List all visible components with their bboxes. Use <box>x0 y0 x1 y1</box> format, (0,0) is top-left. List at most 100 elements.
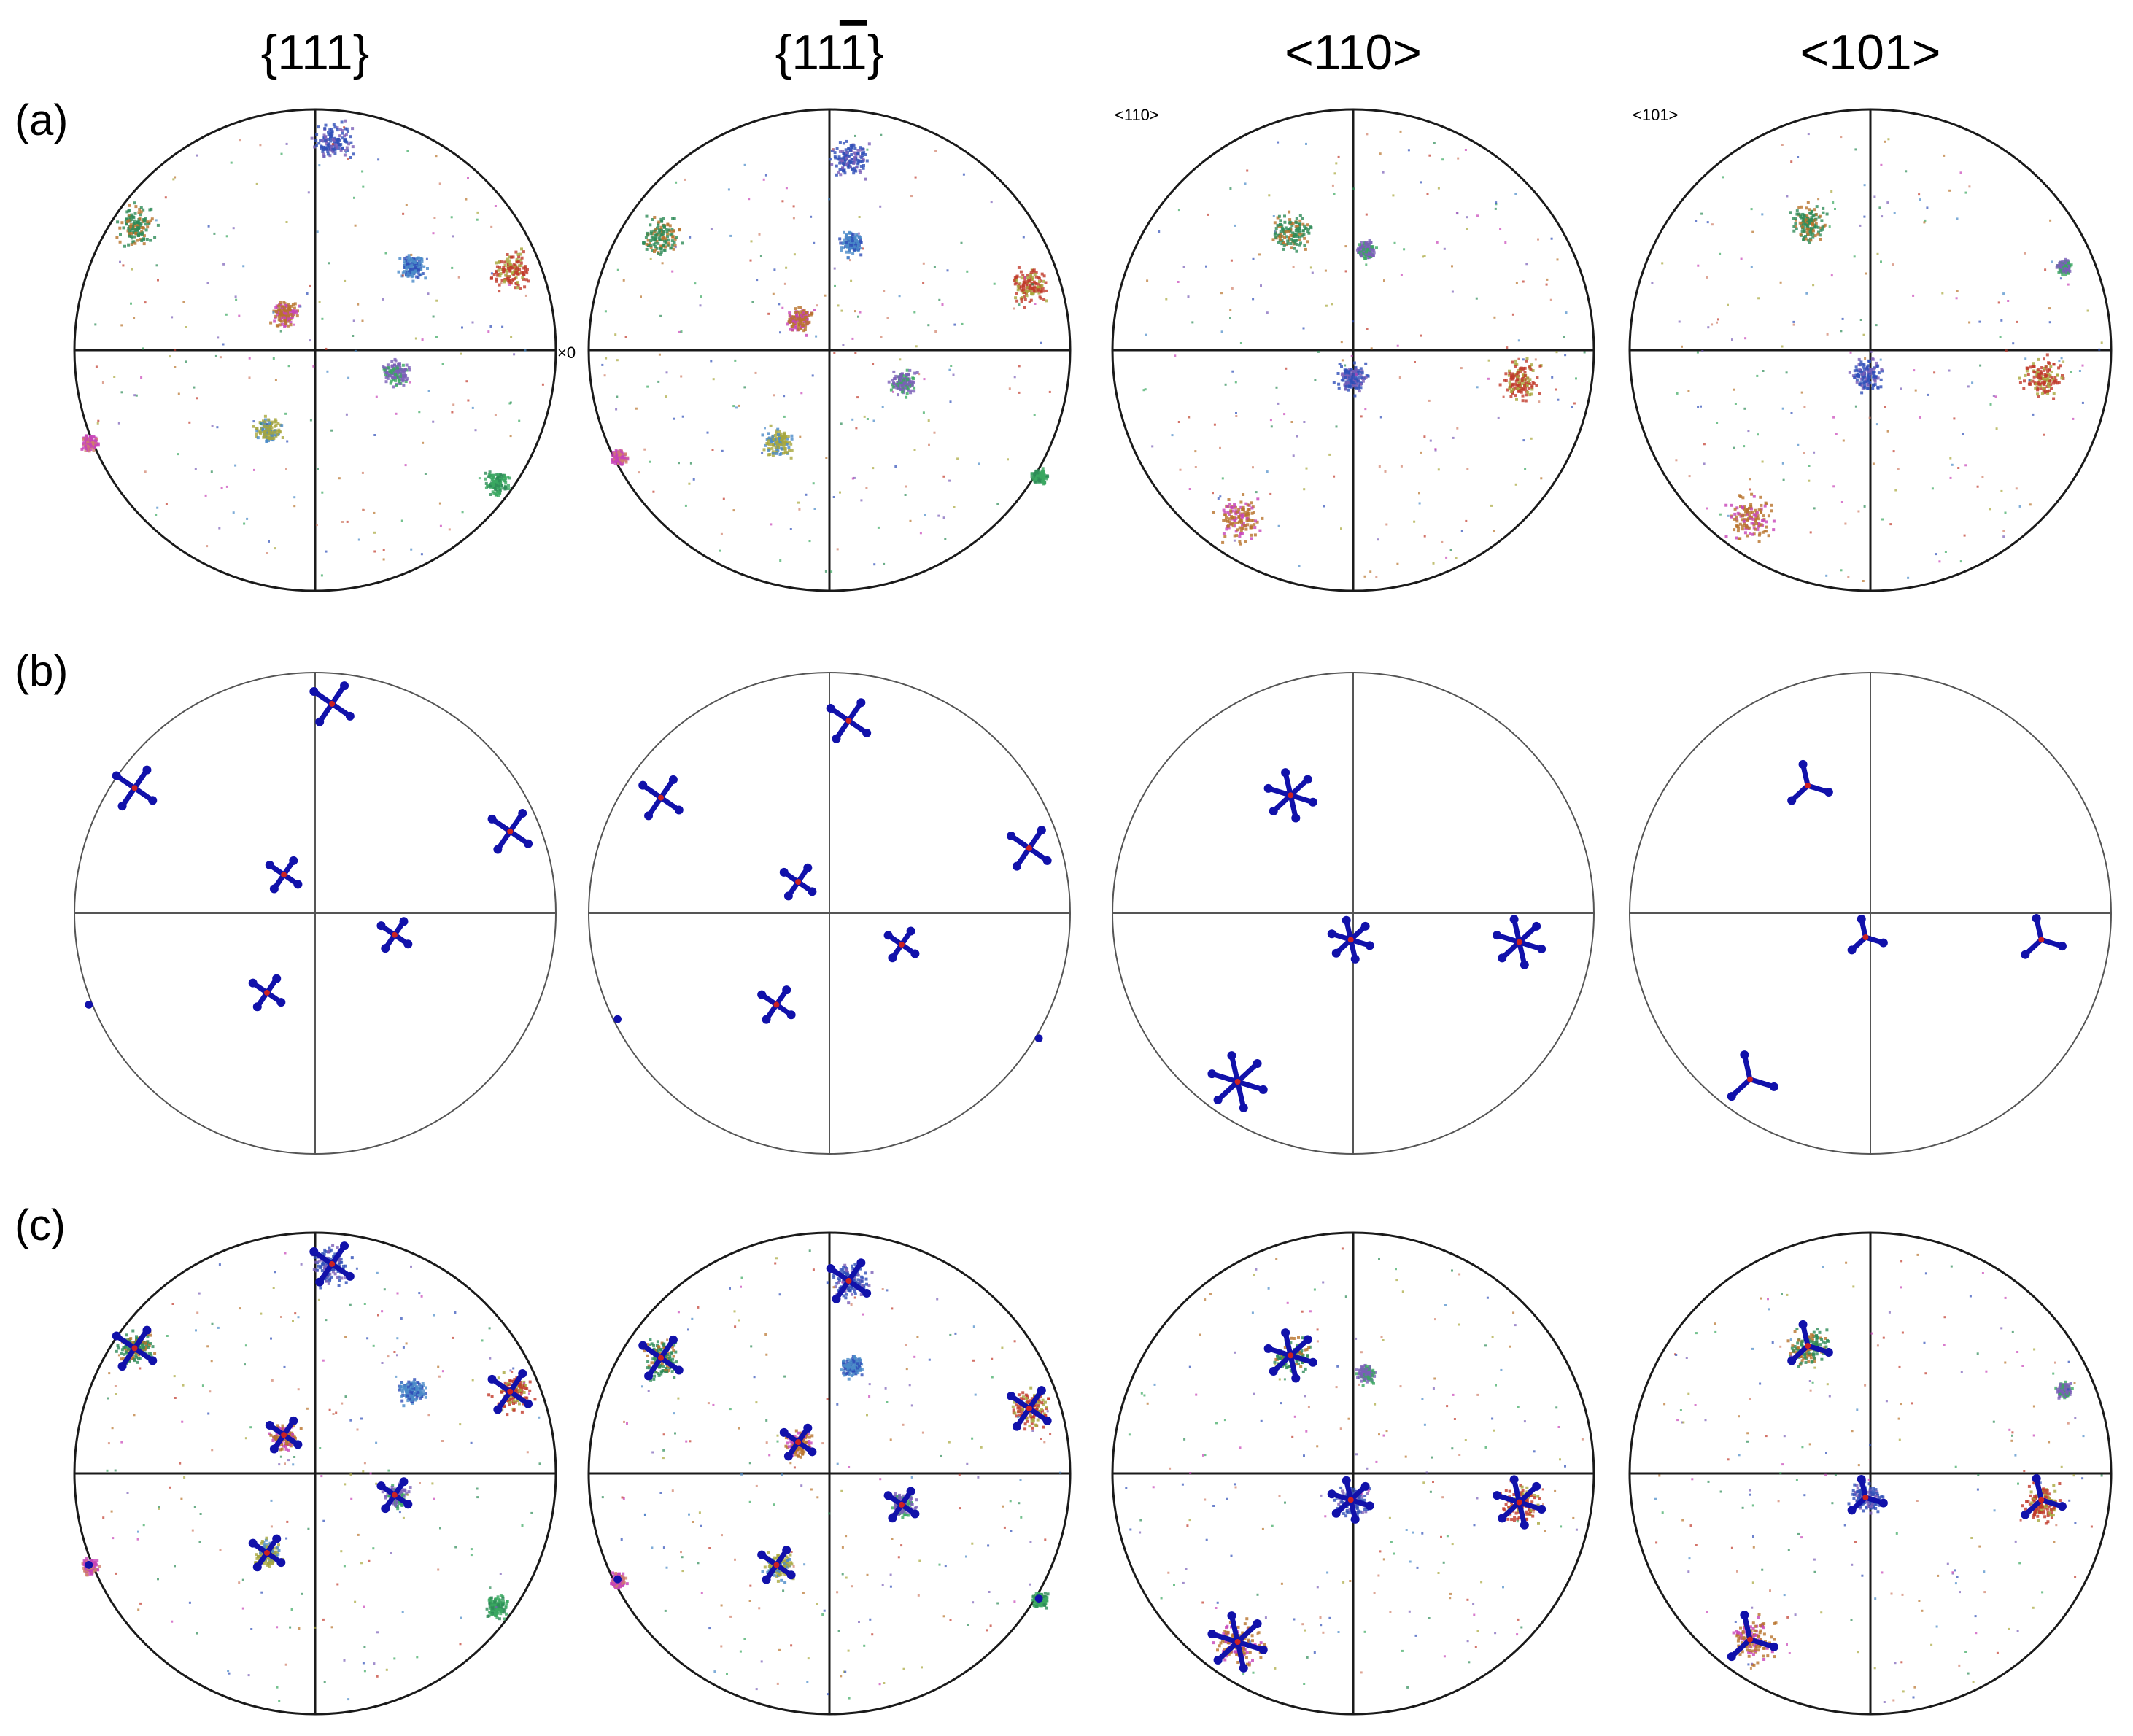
texture-point <box>913 371 917 375</box>
scatter-point <box>853 476 856 479</box>
texture-point <box>908 368 912 372</box>
scatter-point <box>362 185 365 188</box>
texture-point <box>905 375 908 379</box>
scatter-point <box>1514 483 1517 486</box>
texture-point <box>2050 370 2053 373</box>
texture-point <box>845 156 848 160</box>
texture-point <box>622 453 625 457</box>
texture-point <box>335 146 338 150</box>
texture-point <box>1763 504 1767 508</box>
texture-point <box>488 470 492 474</box>
texture-point <box>1868 381 1871 384</box>
texture-point <box>260 422 263 425</box>
scatter-point <box>1384 470 1387 473</box>
texture-point <box>902 387 906 390</box>
texture-point <box>898 383 902 387</box>
texture-point <box>405 363 409 367</box>
texture-point <box>1355 377 1359 381</box>
simulated-pole <box>613 1015 622 1023</box>
simulated-arm-end <box>403 939 413 949</box>
texture-point <box>1808 208 1811 212</box>
texture-point <box>1518 367 1522 371</box>
scatter-point <box>2004 511 2007 514</box>
texture-point <box>133 212 137 215</box>
scatter-point <box>299 305 302 308</box>
scatter-point <box>1719 513 1722 516</box>
pole-figure-b-11-1bar <box>588 672 1071 1155</box>
scatter-point <box>361 319 364 322</box>
simulated-arm-end <box>803 863 813 872</box>
texture-point <box>392 368 395 372</box>
texture-point <box>1291 239 1295 242</box>
scatter-point <box>1803 452 1805 454</box>
texture-point <box>294 309 298 313</box>
simulated-pole <box>248 974 286 1012</box>
scatter-point <box>1455 557 1458 559</box>
scatter-point <box>946 269 949 272</box>
scatter-point <box>1260 284 1262 287</box>
texture-point <box>341 128 344 132</box>
texture-point <box>1229 505 1233 509</box>
texture-point <box>138 217 142 220</box>
texture-point <box>119 233 122 236</box>
texture-point <box>268 429 271 433</box>
texture-point <box>1234 509 1238 513</box>
texture-point <box>395 384 398 387</box>
texture-point <box>279 303 283 306</box>
texture-cluster <box>838 230 863 260</box>
texture-point <box>347 142 351 146</box>
texture-point <box>1848 371 1851 374</box>
texture-point <box>1288 236 1291 240</box>
scatter-point <box>467 177 469 179</box>
texture-point <box>1514 365 1517 368</box>
scatter-point <box>1893 212 1896 214</box>
texture-point <box>847 163 851 167</box>
scatter-point <box>239 139 241 142</box>
texture-point <box>279 317 283 321</box>
texture-point <box>1535 384 1538 387</box>
scatter-point <box>635 407 638 410</box>
scatter-point <box>452 235 454 238</box>
texture-point <box>1030 475 1034 478</box>
texture-point <box>1749 511 1752 514</box>
texture-point <box>839 157 843 160</box>
scatter-point <box>1311 271 1314 274</box>
scatter-point <box>1522 439 1525 442</box>
scatter-point <box>451 266 454 269</box>
texture-point <box>1366 374 1370 378</box>
texture-point <box>502 270 506 274</box>
texture-point <box>411 274 415 278</box>
scatter-point <box>216 426 219 429</box>
scatter-point <box>812 482 815 485</box>
texture-point <box>1756 511 1759 515</box>
texture-point <box>861 154 864 157</box>
scatter-point <box>756 279 759 282</box>
texture-point <box>1526 390 1530 394</box>
texture-point <box>1770 509 1773 513</box>
texture-point <box>1520 387 1524 391</box>
scatter-point <box>1344 245 1347 248</box>
texture-point <box>843 171 847 175</box>
texture-point <box>2054 379 2058 382</box>
scatter-point <box>2012 342 2015 345</box>
texture-point <box>1792 217 1795 220</box>
simulated-arm-end <box>832 734 841 743</box>
texture-point <box>1812 229 1815 233</box>
scatter-point <box>418 411 421 414</box>
texture-point <box>624 459 628 462</box>
texture-point <box>1822 206 1825 210</box>
pole-figure-a-101 <box>1628 108 2113 592</box>
texture-point <box>1020 297 1023 301</box>
texture-point <box>671 235 675 239</box>
texture-point <box>1038 479 1042 483</box>
texture-point <box>797 306 801 309</box>
texture-point <box>139 210 143 214</box>
texture-point <box>794 326 798 330</box>
scatter-point <box>1676 392 1679 395</box>
texture-point <box>659 217 663 221</box>
column-title-110: <110> <box>1285 25 1422 80</box>
texture-point <box>1746 519 1749 522</box>
texture-point <box>130 213 133 217</box>
scatter-point <box>1040 341 1042 344</box>
pole-figure-a-11-1bar <box>587 108 1072 592</box>
